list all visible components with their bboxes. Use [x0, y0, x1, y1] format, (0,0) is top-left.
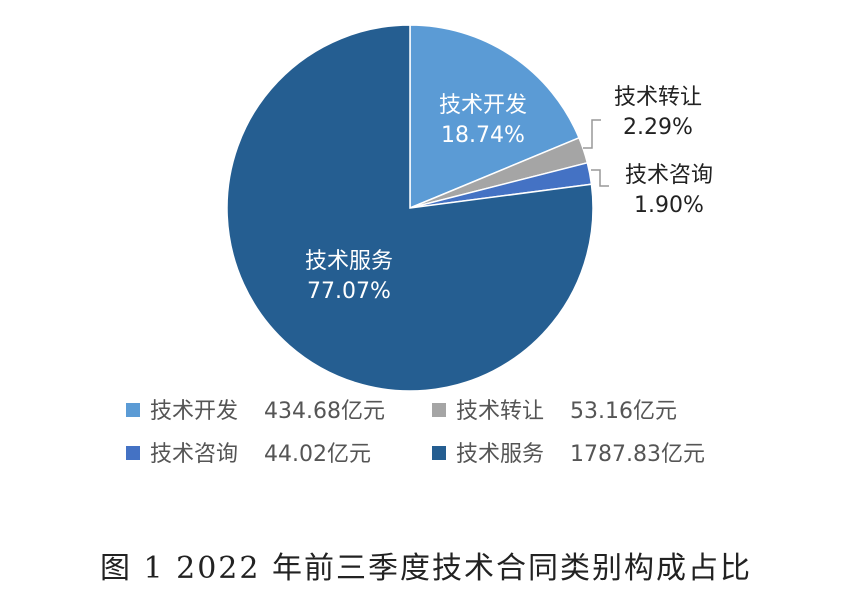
legend-value-tech-service: 1787.83亿元 — [570, 442, 705, 467]
legend-swatch-tech-development — [126, 403, 140, 417]
legend: 技术开发 434.68亿元 技术转让 53.16亿元 技术咨询 44.02亿元 … — [126, 399, 705, 467]
figure-caption: 图 1 2022 年前三季度技术合同类别构成占比 — [100, 551, 752, 586]
label-tech-service-name: 技术服务 — [305, 249, 393, 274]
legend-swatch-tech-transfer — [432, 403, 446, 417]
label-tech-development-pct: 18.74% — [441, 123, 525, 148]
legend-label-tech-transfer: 技术转让 — [456, 399, 544, 424]
pie-slices — [226, 24, 594, 392]
label-tech-service-pct: 77.07% — [307, 279, 391, 304]
legend-label-tech-service: 技术服务 — [456, 442, 544, 467]
legend-value-tech-development: 434.68亿元 — [264, 399, 385, 424]
pie-slice-tech-service — [226, 24, 594, 392]
label-tech-development-name: 技术开发 — [439, 93, 527, 118]
label-tech-transfer-name: 技术转让 — [614, 85, 702, 110]
label-tech-transfer-pct: 2.29% — [623, 115, 693, 140]
label-tech-consulting-pct: 1.90% — [634, 193, 704, 218]
legend-swatch-tech-consulting — [126, 446, 140, 460]
legend-swatch-tech-service — [432, 446, 446, 460]
pie-slice-tech-development — [409, 24, 581, 210]
legend-value-tech-transfer: 53.16亿元 — [570, 399, 677, 424]
legend-label-tech-consulting: 技术咨询 — [150, 442, 238, 467]
leader-line-tech-consulting — [591, 169, 609, 187]
label-tech-consulting-name: 技术咨询 — [625, 163, 713, 188]
legend-value-tech-consulting: 44.02亿元 — [264, 442, 371, 467]
leader-line-tech-transfer — [583, 119, 601, 149]
legend-label-tech-development: 技术开发 — [150, 399, 238, 424]
